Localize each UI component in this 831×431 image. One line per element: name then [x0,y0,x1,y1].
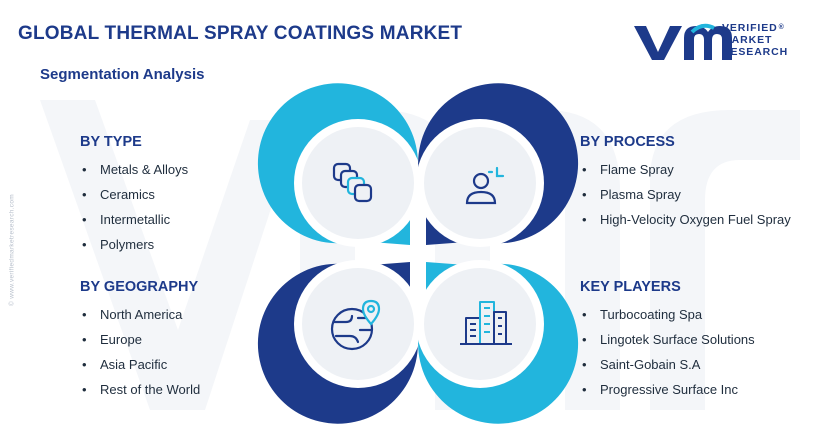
list-item: High-Velocity Oxygen Fuel Spray [580,207,795,232]
segment-key-players: KEY PLAYERS Turbocoating Spa Lingotek Su… [580,279,755,402]
segment-heading: BY PROCESS [580,134,675,150]
quadrant-process [416,83,579,247]
list-item: Turbocoating Spa [580,302,755,327]
list-item: North America [80,302,200,327]
list-item: Progressive Surface Inc [580,377,755,402]
logo-registered-mark: ® [778,24,785,31]
logo-line-market: MARKET [722,34,773,46]
list-item: Rest of the World [80,377,200,402]
list-item: Saint-Gobain S.A [580,352,755,377]
vmr-logo-icon [634,23,732,60]
layers-icon [332,162,373,203]
page-subtitle: Segmentation Analysis [40,66,205,83]
list-item: Europe [80,327,200,352]
segment-heading: KEY PLAYERS [580,279,681,295]
logo-line-verified: VERIFIED [722,22,778,34]
list-item: Asia Pacific [80,352,200,377]
buildings-icon [460,301,512,345]
quadrant-type [257,83,422,247]
list-item: Polymers [80,232,188,257]
list-item: Ceramics [80,182,188,207]
segment-heading: BY TYPE [80,134,142,150]
logo-line-research: RESEARCH [722,46,789,58]
list-item: Metals & Alloys [80,157,188,182]
segment-by-geography: BY GEOGRAPHY North America Europe Asia P… [80,279,200,402]
list-item: Flame Spray [580,157,795,182]
segment-by-process: BY PROCESS Flame Spray Plasma Spray High… [580,134,795,232]
list-item: Plasma Spray [580,182,795,207]
page-title: GLOBAL THERMAL SPRAY COATINGS MARKET [18,23,463,44]
segment-heading: BY GEOGRAPHY [80,279,199,295]
globe-pin-icon [330,299,381,351]
quadrant-geography [257,260,422,424]
worker-icon [465,166,505,205]
segment-by-type: BY TYPE Metals & Alloys Ceramics Interme… [80,134,188,257]
quadrant-players [416,260,579,424]
list-item: Lingotek Surface Solutions [580,327,755,352]
list-item: Intermetallic [80,207,188,232]
logo-wordmark: VERIFIED® MARKET RESEARCH [722,22,788,58]
